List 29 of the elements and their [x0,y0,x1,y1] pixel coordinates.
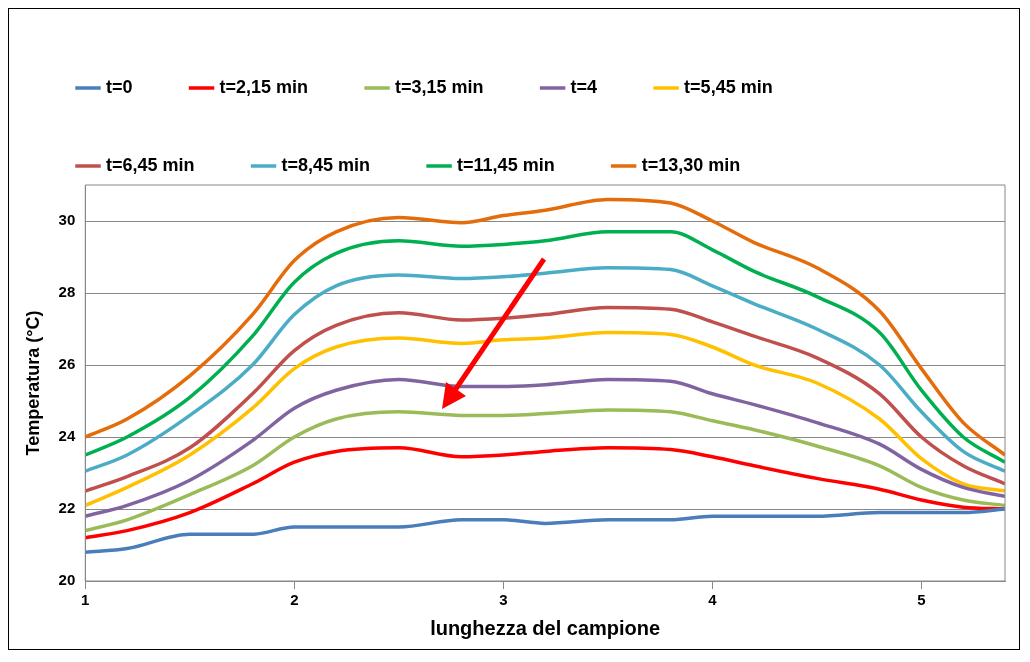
legend-label: t=8,45 min [281,154,371,175]
x-tick-label: 3 [499,591,508,609]
y-tick-label: 22 [58,499,76,517]
x-tick-label: 4 [708,591,718,609]
legend-label: t=3,15 min [395,76,484,97]
legend-label: t=0 [106,76,133,97]
x-tick-label: 5 [917,591,926,609]
line-series [85,305,1005,493]
legend-label: t=11,45 min [457,154,555,175]
y-tick-label: 26 [58,355,76,373]
line-series [85,266,1005,473]
legend-label: t=6,45 min [106,154,195,175]
y-tick-label: 20 [58,571,76,589]
x-axis-title: lunghezza del campione [430,616,661,639]
legend-label: t=5,45 min [684,76,773,97]
line-series [85,330,1005,508]
line-series [85,507,1005,554]
y-tick-label: 28 [58,283,76,301]
x-tick-label: 2 [290,591,299,609]
line-series [85,446,1005,540]
y-tick-label: 30 [58,211,76,229]
legend-label: t=4 [570,76,598,97]
legend-label: t=2,15 min [219,76,309,97]
y-axis-title: Temperatura (°C) [22,310,43,456]
line-series [85,408,1005,533]
x-tick-label: 1 [81,591,90,609]
line-series [85,377,1005,518]
legend-label: t=13,30 min [641,154,741,175]
y-tick-label: 24 [58,427,76,445]
